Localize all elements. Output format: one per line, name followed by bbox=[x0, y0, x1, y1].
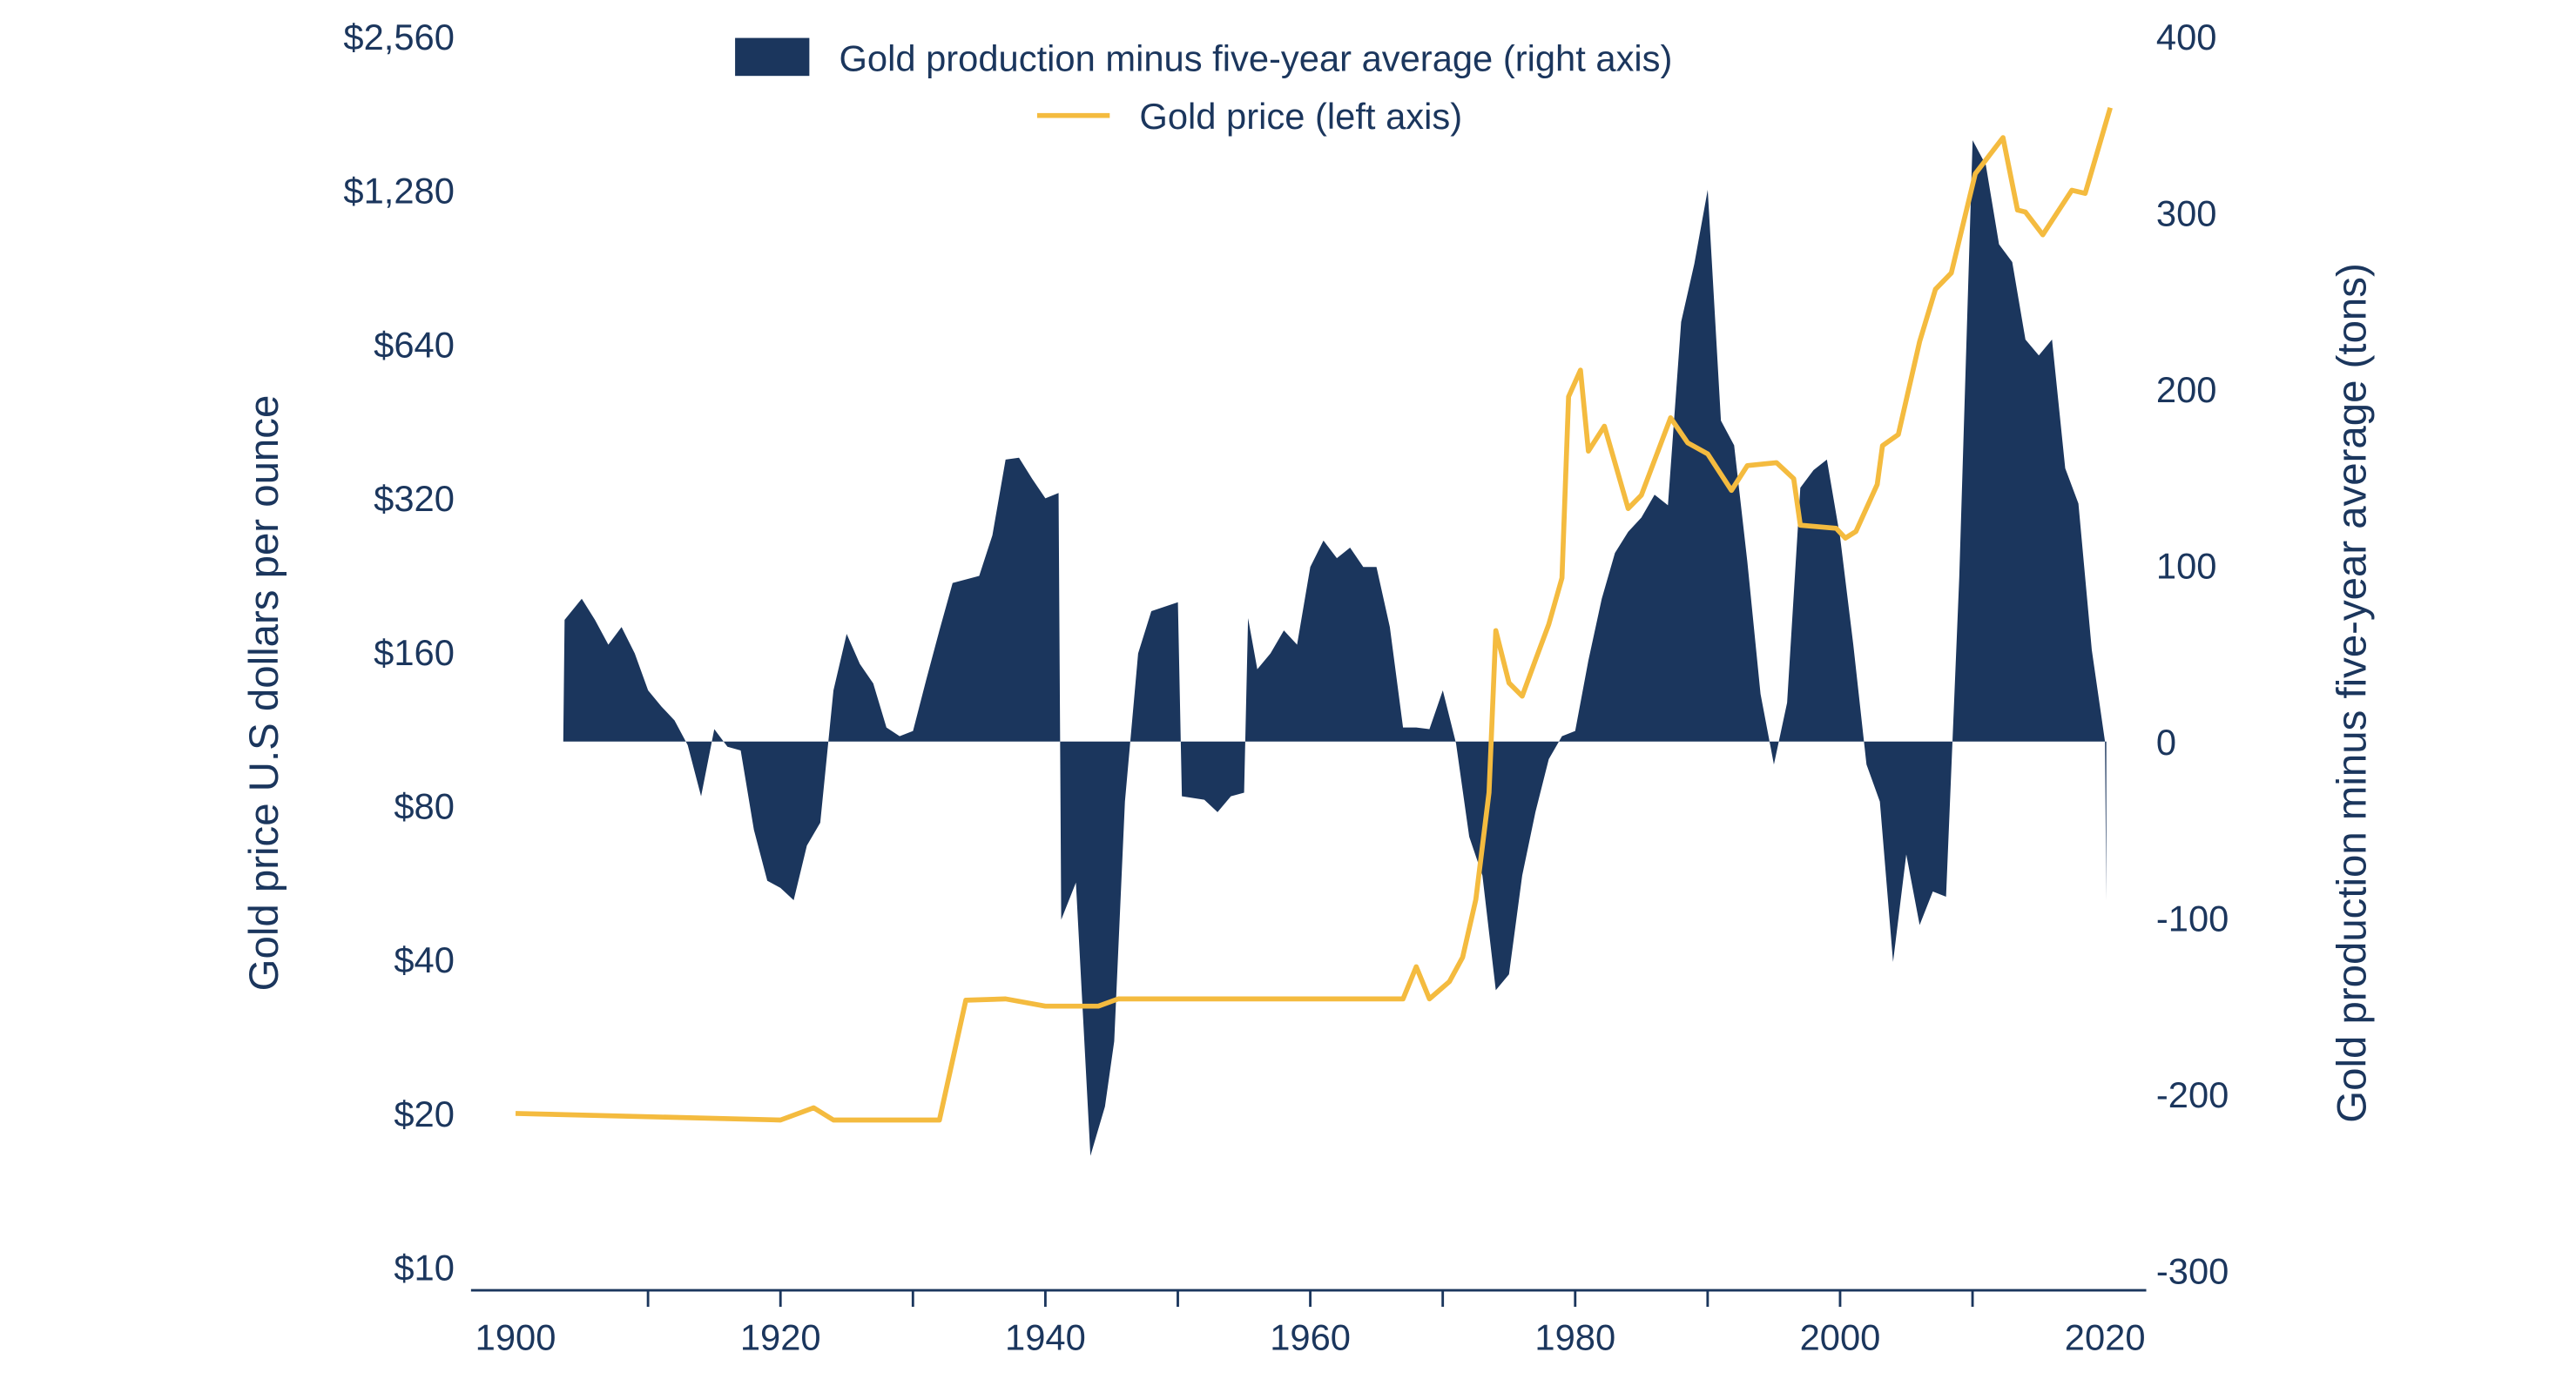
x-tick-label: 1920 bbox=[740, 1316, 821, 1357]
right-axis-ticks: -300 -200 -100 0 100 200 300 400 bbox=[2156, 17, 2229, 1292]
right-tick-label: -100 bbox=[2156, 898, 2229, 939]
x-tick-label: 1980 bbox=[1534, 1316, 1615, 1357]
price-line-layer bbox=[515, 106, 2113, 1123]
legend-production-swatch bbox=[735, 37, 810, 77]
production-area bbox=[563, 140, 2107, 1156]
left-tick-label: $320 bbox=[374, 478, 455, 519]
x-tick-label: 1900 bbox=[475, 1316, 556, 1357]
left-tick-label: $160 bbox=[374, 632, 455, 673]
legend-price-label: Gold price (left axis) bbox=[1139, 96, 1462, 137]
right-tick-label: 100 bbox=[2156, 545, 2217, 586]
left-tick-label: $20 bbox=[394, 1093, 455, 1134]
left-tick-label: $1,280 bbox=[343, 171, 455, 212]
x-tick-label: 2000 bbox=[1800, 1316, 1881, 1357]
legend: Gold production minus five-year average … bbox=[735, 37, 1672, 137]
left-axis-ticks: $10 $20 $40 $80 $160 $320 $640 $1,280 $2,560 bbox=[343, 17, 455, 1288]
left-tick-label: $2,560 bbox=[343, 17, 455, 57]
legend-production-label: Gold production minus five-year average … bbox=[839, 37, 1672, 78]
x-tick-label: 1960 bbox=[1270, 1316, 1351, 1357]
left-tick-label: $640 bbox=[374, 324, 455, 365]
production-area-layer bbox=[563, 140, 2107, 1156]
left-axis-title: Gold price U.S dollars per ounce bbox=[241, 395, 287, 992]
right-tick-label: 300 bbox=[2156, 192, 2217, 233]
right-tick-label: 0 bbox=[2156, 722, 2176, 763]
x-tick-label: 1940 bbox=[1005, 1316, 1086, 1357]
right-tick-label: -300 bbox=[2156, 1250, 2229, 1291]
x-tick-label: 2020 bbox=[2065, 1316, 2146, 1357]
x-axis-ticks: 1900 1920 1940 1960 1980 2000 2020 bbox=[475, 1290, 2146, 1357]
left-tick-label: $10 bbox=[394, 1248, 455, 1288]
price-line bbox=[515, 106, 2113, 1123]
right-axis-title: Gold production minus five-year average … bbox=[2330, 263, 2376, 1122]
right-tick-label: 400 bbox=[2156, 17, 2217, 57]
left-tick-label: $40 bbox=[394, 939, 455, 980]
right-tick-label: 200 bbox=[2156, 369, 2217, 410]
left-tick-label: $80 bbox=[394, 786, 455, 827]
right-tick-label: -200 bbox=[2156, 1074, 2229, 1115]
